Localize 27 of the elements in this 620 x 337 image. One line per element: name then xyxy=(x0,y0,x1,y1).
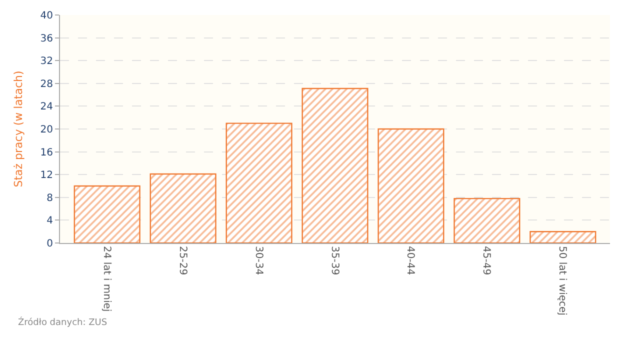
bar xyxy=(150,173,216,243)
y-tick-label: 16 xyxy=(40,147,53,158)
x-tick-label: 50 lat i więcej xyxy=(556,246,568,316)
y-tick-label: 24 xyxy=(40,102,53,113)
bar xyxy=(454,198,520,243)
bar xyxy=(378,128,444,243)
y-tick-label: 12 xyxy=(40,170,53,182)
y-tick-label: 40 xyxy=(40,10,53,22)
y-tick-label: 20 xyxy=(40,124,53,136)
y-tick-label: 4 xyxy=(46,216,53,227)
x-tick-label: 35-39 xyxy=(328,246,340,276)
y-axis-title: Staż pracy (w latach) xyxy=(12,70,25,188)
y-tick-label: 36 xyxy=(40,33,53,44)
x-tick-label: 30-34 xyxy=(252,246,264,276)
text: Źródło danych: ZUS xyxy=(18,316,108,328)
y-tick-label: 8 xyxy=(46,192,53,204)
x-tick-label: 24 lat i mniej xyxy=(100,246,112,312)
bar xyxy=(226,122,292,243)
y-tick-label: 32 xyxy=(40,56,53,68)
x-tick-label: 40-44 xyxy=(404,246,416,276)
x-tick-label: 45-49 xyxy=(480,246,492,276)
y-tick-label: 0 xyxy=(46,238,53,250)
bar xyxy=(74,185,140,243)
x-tick-label: 25-29 xyxy=(176,246,188,276)
bar xyxy=(302,88,368,243)
bar xyxy=(530,231,596,243)
y-tick-label: 28 xyxy=(40,78,53,90)
